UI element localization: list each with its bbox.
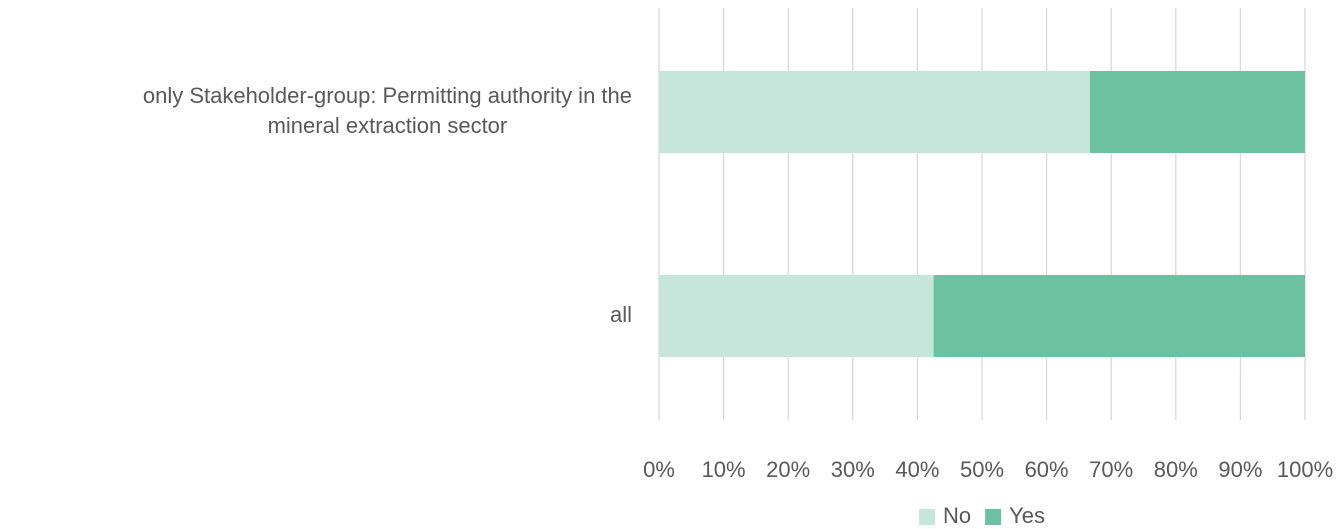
x-tick-label-10pct: 10% <box>702 457 746 482</box>
category-label-permitting-authority-line-2: mineral extraction sector <box>268 113 508 138</box>
x-tick-label-70pct: 70% <box>1089 457 1133 482</box>
x-tick-label-20pct: 20% <box>766 457 810 482</box>
legend-label-no: No <box>943 503 971 528</box>
legend-swatch-yes <box>985 509 1002 525</box>
legend: No Yes <box>918 503 1045 528</box>
x-tick-label-90pct: 90% <box>1218 457 1262 482</box>
x-tick-label-50pct: 50% <box>960 457 1004 482</box>
x-tick-label-40pct: 40% <box>895 457 939 482</box>
category-label-all-line-1: all <box>610 302 632 327</box>
bar-no-all <box>659 275 934 357</box>
x-tick-label-100pct: 100% <box>1277 457 1333 482</box>
x-tick-label-30pct: 30% <box>831 457 875 482</box>
category-label-permitting-authority-line-1: only Stakeholder-group: Permitting autho… <box>143 83 632 108</box>
x-tick-label-0pct: 0% <box>643 457 675 482</box>
bar-yes-permitting-authority <box>1089 71 1305 153</box>
category-labels: only Stakeholder-group: Permitting autho… <box>143 83 632 327</box>
x-tick-label-60pct: 60% <box>1025 457 1069 482</box>
bars <box>659 71 1305 357</box>
x-tick-label-80pct: 80% <box>1154 457 1198 482</box>
x-axis-tick-labels: 0% 10% 20% 30% 40% 50% 60% 70% 80% 90% 100% <box>643 457 1333 482</box>
bar-no-permitting-authority <box>659 71 1090 153</box>
bar-yes-all <box>933 275 1305 357</box>
legend-swatch-no <box>918 509 935 525</box>
legend-label-yes: Yes <box>1009 503 1045 528</box>
gridlines <box>658 8 1306 420</box>
